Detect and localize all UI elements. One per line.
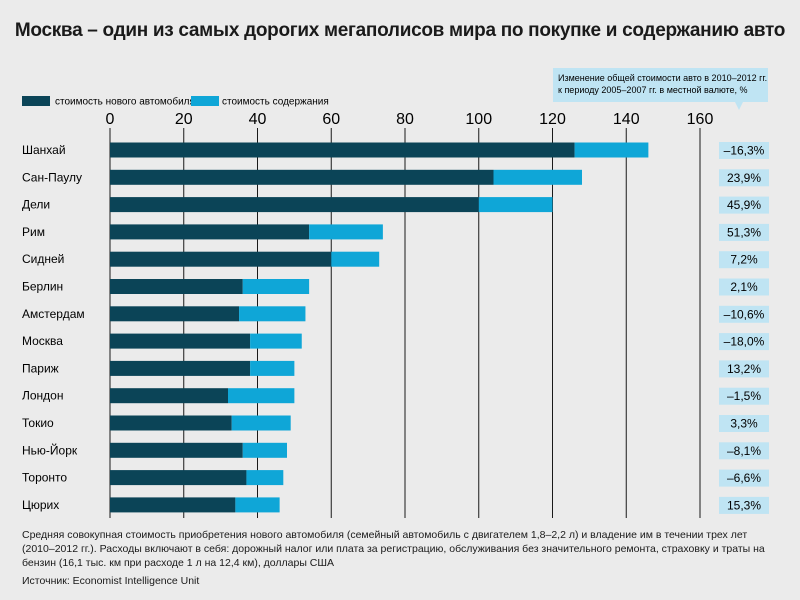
- bar-maintenance: [574, 142, 649, 158]
- x-tick-label: 140: [613, 111, 640, 128]
- bar-maintenance: [478, 197, 553, 213]
- x-tick-label: 120: [539, 111, 566, 128]
- bar-maintenance: [246, 470, 284, 486]
- change-box: [719, 278, 769, 296]
- bar-maintenance: [231, 415, 291, 431]
- change-value: 13,2%: [727, 362, 761, 376]
- x-tick-label: 40: [249, 111, 267, 128]
- chart-title: Москва – один из самых дорогих мегаполис…: [14, 20, 786, 41]
- change-value: –10,6%: [724, 307, 765, 321]
- category-label: Торонто: [22, 471, 67, 485]
- change-box: [719, 223, 769, 241]
- legend-label-new-car: стоимость нового автомобиля: [55, 96, 195, 108]
- change-box: [719, 142, 769, 159]
- bar-new-car: [110, 142, 575, 158]
- change-value: 23,9%: [727, 171, 761, 185]
- bar-maintenance: [242, 442, 287, 458]
- category-label: Токио: [22, 416, 54, 430]
- category-label: Берлин: [22, 280, 63, 294]
- change-box: [719, 169, 769, 187]
- change-value: 45,9%: [727, 198, 761, 212]
- legend-label-maintenance: стоимость содержания: [222, 97, 329, 108]
- change-header-box: [553, 68, 768, 102]
- x-tick-label: 160: [687, 111, 714, 128]
- bar-new-car: [110, 360, 251, 376]
- bar-new-car: [110, 197, 479, 213]
- legend-swatch-maintenance: [191, 96, 219, 106]
- bar-new-car: [110, 333, 251, 349]
- category-label: Шанхай: [22, 143, 66, 157]
- bar-maintenance: [331, 251, 380, 267]
- bar-maintenance: [250, 360, 295, 376]
- change-value: 51,3%: [727, 225, 761, 239]
- change-box: [719, 333, 769, 351]
- change-box: [719, 387, 769, 405]
- x-tick-label: 20: [175, 111, 193, 128]
- change-value: –6,6%: [727, 471, 761, 485]
- change-header-pointer: [735, 102, 743, 110]
- bar-new-car: [110, 388, 228, 404]
- x-tick-label: 60: [322, 111, 340, 128]
- category-label: Сидней: [22, 252, 64, 266]
- change-box: [719, 196, 769, 214]
- category-label: Рим: [22, 225, 45, 239]
- change-value: 2,1%: [730, 280, 758, 294]
- category-label: Дели: [22, 198, 50, 212]
- x-tick-label: 100: [465, 111, 492, 128]
- stacked-bar-chart: стоимость нового автомобиля стоимость сод…: [22, 68, 769, 518]
- category-label: Цюрих: [22, 498, 59, 512]
- change-box: [719, 469, 769, 487]
- bar-new-car: [110, 169, 494, 185]
- change-value: 3,3%: [730, 417, 758, 431]
- bar-new-car: [110, 306, 240, 322]
- change-box: [719, 415, 769, 432]
- source-note: Источник: Economist Intelligence Unit: [22, 575, 200, 587]
- change-box: [719, 305, 769, 323]
- bar-new-car: [110, 224, 310, 240]
- bar-maintenance: [228, 388, 295, 404]
- change-value: –8,1%: [727, 444, 761, 458]
- change-value: 15,3%: [727, 498, 761, 512]
- bar-new-car: [110, 279, 243, 294]
- change-header-line: Изменение общей стоимости авто в 2010–20…: [558, 73, 767, 83]
- x-tick-label: 0: [106, 111, 115, 128]
- category-label: Сан-Паулу: [22, 170, 82, 184]
- category-label: Лондон: [22, 389, 63, 403]
- change-value: –18,0%: [724, 335, 765, 349]
- bar-maintenance: [242, 279, 310, 294]
- change-box: [719, 360, 769, 378]
- change-value: –16,3%: [724, 144, 765, 158]
- change-value: –1,5%: [727, 389, 761, 403]
- footnote: Средняя совокупная стоимость приобретени…: [22, 529, 765, 569]
- change-value: 7,2%: [730, 253, 758, 267]
- bar-maintenance: [493, 169, 582, 185]
- bar-maintenance: [235, 497, 280, 513]
- bar-new-car: [110, 415, 232, 431]
- bar-new-car: [110, 442, 243, 458]
- bar-maintenance: [309, 224, 383, 240]
- legend-swatch-new-car: [22, 96, 50, 106]
- change-box: [719, 442, 769, 460]
- category-label: Москва: [22, 334, 63, 348]
- x-tick-label: 80: [396, 111, 414, 128]
- bar-maintenance: [250, 333, 302, 349]
- category-label: Париж: [22, 361, 59, 375]
- category-label: Нью-Йорк: [22, 442, 78, 457]
- change-header-line: к периоду 2005–2007 гг. в местной валюте…: [558, 85, 748, 95]
- bar-maintenance: [239, 306, 306, 322]
- bar-new-car: [110, 251, 332, 267]
- bar-new-car: [110, 470, 247, 486]
- bar-new-car: [110, 497, 236, 513]
- change-box: [719, 496, 769, 514]
- change-box: [719, 251, 769, 269]
- category-label: Амстердам: [22, 307, 85, 321]
